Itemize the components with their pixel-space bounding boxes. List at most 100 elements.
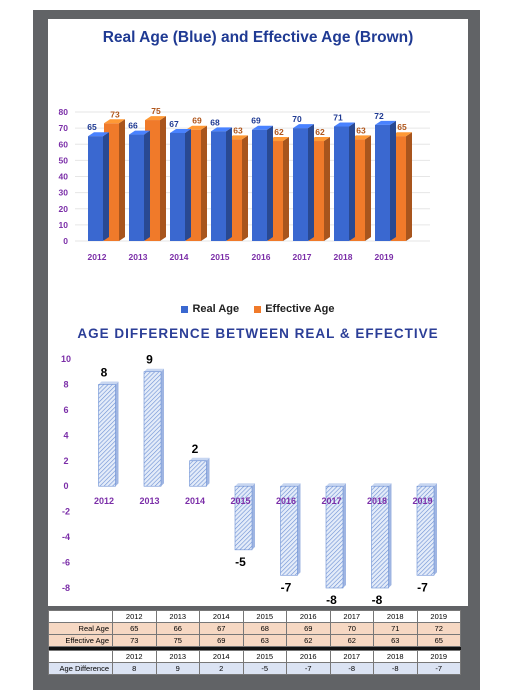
- diff-bar-top: [280, 483, 301, 487]
- table-header-row-2: 2012 2013 2014 2015 2016 2017 2018 2019: [48, 650, 461, 663]
- data-label-effective: 75: [151, 106, 161, 116]
- x-tick-label: 2018: [334, 252, 353, 262]
- bar-effective-side: [406, 132, 412, 241]
- x-tick-label: 2015: [211, 252, 230, 262]
- diff-bar-front: [371, 485, 389, 589]
- diff-bar-top: [144, 368, 164, 372]
- y-tick-label: -4: [62, 532, 70, 542]
- table-row-label: Real Age: [48, 622, 113, 635]
- bar-real: [375, 120, 396, 241]
- diff-bar-side: [252, 483, 255, 550]
- table-header-year: 2012: [112, 650, 157, 663]
- data-label-real: 67: [169, 119, 179, 129]
- bar-real-side: [226, 127, 232, 241]
- table-cell: 63: [373, 634, 418, 647]
- diff-bar: [234, 483, 255, 551]
- table-row-real-age: Real Age 65 66 67 68 69 70 71 72: [48, 622, 461, 635]
- table-cell: 75: [155, 634, 200, 647]
- diff-bar: [416, 483, 437, 576]
- table-header-year: 2017: [329, 610, 374, 623]
- diff-bar-front: [189, 460, 207, 487]
- y-tick-label: 40: [59, 172, 69, 182]
- bar-effective-top: [350, 135, 371, 140]
- data-label-effective: 63: [356, 125, 366, 135]
- y-tick-label: 20: [59, 204, 69, 214]
- bar-real-front: [170, 132, 185, 241]
- data-label-diff: -5: [235, 555, 246, 569]
- y-tick-label: 10: [61, 354, 71, 364]
- table-cell: 68: [242, 622, 287, 635]
- diff-bar-front: [234, 485, 253, 551]
- bar-real-front: [211, 131, 226, 241]
- bar-effective-side: [160, 116, 166, 241]
- table-row-label: Age Difference: [48, 662, 113, 675]
- x-tick-label: 2014: [185, 496, 205, 506]
- data-label-diff: 8: [101, 365, 108, 379]
- y-tick-label: -8: [62, 583, 70, 593]
- x-tick-label: 2014: [170, 252, 189, 262]
- y-tick-label: 70: [59, 123, 69, 133]
- y-tick-label: 50: [59, 155, 69, 165]
- table-header-year: 2015: [242, 650, 287, 663]
- table-header-year: 2016: [286, 610, 331, 623]
- diff-bar-top: [371, 483, 392, 487]
- table-header-year: 2013: [155, 610, 200, 623]
- bar-real-front: [334, 126, 349, 241]
- legend-label-real: Real Age: [192, 303, 240, 315]
- bar-effective-side: [365, 135, 371, 241]
- bar-real-side: [390, 120, 396, 241]
- chart-title-age-difference: AGE DIFFERENCE BETWEEN REAL & EFFECTIVE: [77, 326, 439, 341]
- table-cell: 62: [329, 634, 374, 647]
- table-cell: 69: [199, 634, 244, 647]
- bar-real-top: [293, 124, 314, 129]
- diff-bar-side: [161, 368, 164, 487]
- data-label-diff: 2: [192, 442, 199, 456]
- diff-bar: [280, 483, 301, 576]
- table-cell: 73: [112, 634, 157, 647]
- table-header-row: 2012 2013 2014 2015 2016 2017 2018 2019: [48, 610, 461, 623]
- table-corner-cell: [48, 650, 113, 663]
- y-tick-label: 80: [59, 107, 69, 117]
- bar-effective-side: [324, 137, 330, 241]
- y-tick-label: 6: [63, 405, 68, 415]
- table-cell: 72: [416, 622, 461, 635]
- y-tick-label: 10: [59, 220, 69, 230]
- bar-effective-top: [227, 135, 248, 140]
- y-tick-label: 8: [63, 379, 68, 389]
- bar-real: [170, 128, 191, 241]
- data-label-effective: 73: [110, 109, 120, 119]
- x-tick-label: 2013: [129, 252, 148, 262]
- table-cell: -7: [416, 662, 461, 675]
- diff-bar-front: [143, 371, 162, 487]
- bar-effective-side: [201, 125, 207, 241]
- data-label-effective: 63: [233, 125, 243, 135]
- diff-bar-front: [325, 485, 344, 589]
- bar-effective-top: [104, 119, 125, 124]
- bar-real-top: [252, 125, 273, 130]
- bar-effective-top: [186, 125, 207, 130]
- table-header-year: 2019: [416, 610, 461, 623]
- bar-effective-top: [391, 132, 412, 137]
- legend-item-effective: Effective Age: [254, 303, 335, 315]
- table-header-year: 2018: [373, 650, 418, 663]
- y-tick-label: -2: [62, 507, 70, 517]
- legend-swatch-effective: [254, 305, 262, 313]
- diff-bar-side: [206, 457, 210, 487]
- x-tick-label: 2017: [321, 496, 341, 506]
- table-cell: 69: [286, 622, 331, 635]
- diff-bar-side: [343, 483, 346, 588]
- data-label-effective: 62: [274, 127, 284, 137]
- data-label-real: 68: [210, 117, 220, 127]
- table-cell: 2: [199, 662, 244, 675]
- bar-effective-top: [309, 137, 330, 142]
- diff-bar: [189, 457, 210, 487]
- data-label-effective: 65: [397, 122, 407, 132]
- data-label-real: 71: [333, 113, 343, 123]
- x-tick-label: 2019: [375, 252, 394, 262]
- bar-real-top: [375, 120, 396, 125]
- bar-real-top: [170, 128, 191, 133]
- bar-real: [129, 130, 150, 241]
- table-header-year: 2015: [242, 610, 287, 623]
- table-header-year: 2014: [199, 610, 244, 623]
- y-tick-label: 2: [63, 456, 68, 466]
